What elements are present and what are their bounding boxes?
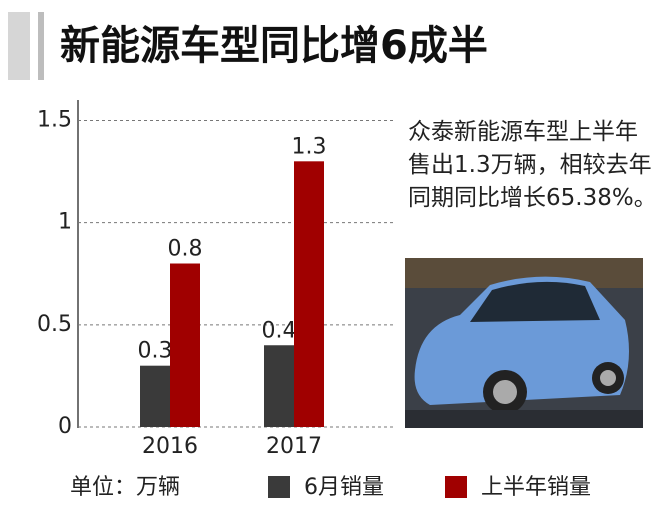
bar [264, 345, 294, 427]
y-tick-label: 1.5 [37, 107, 72, 132]
car-window [470, 281, 600, 322]
bar [170, 263, 200, 427]
y-tick-label: 0.5 [37, 312, 72, 337]
legend-label: 上半年销量 [481, 475, 591, 500]
title-deco [8, 12, 30, 80]
bar [294, 161, 324, 427]
y-tick-label: 1 [58, 210, 72, 235]
legend-label: 6月销量 [304, 475, 384, 500]
title-deco [38, 12, 44, 80]
x-tick-label: 2017 [266, 434, 322, 459]
legend-swatch [445, 476, 467, 498]
value-label: 0.4 [262, 318, 297, 343]
value-label: 0.8 [168, 237, 203, 262]
y-tick-label: 0 [58, 414, 72, 439]
photo-floor [405, 410, 643, 428]
annotation: 众泰新能源车型上半年售出1.3万辆，相较去年同期同比增长65.38%。 [408, 119, 657, 211]
x-tick-label: 2016 [142, 434, 198, 459]
car-rim [493, 380, 517, 404]
unit-label: 单位：万辆 [70, 475, 180, 500]
chart-title: 新能源车型同比增6成半 [60, 23, 488, 69]
photo [405, 258, 643, 428]
value-label: 1.3 [292, 134, 327, 159]
car-rim [600, 370, 616, 386]
bar [140, 365, 170, 427]
value-label: 0.3 [138, 339, 173, 364]
legend-swatch [268, 476, 290, 498]
